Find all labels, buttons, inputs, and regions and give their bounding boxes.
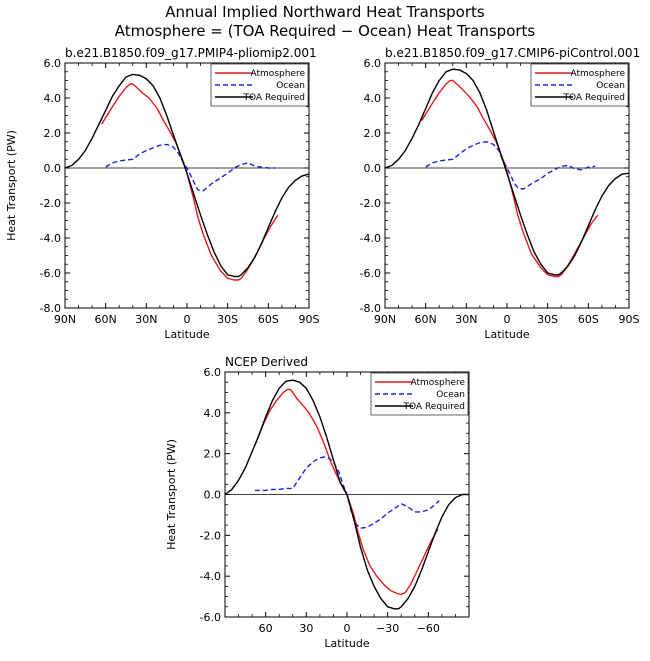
y-tick-label: 2.0 [364, 127, 382, 140]
y-tick-label: 6.0 [44, 57, 62, 70]
chart-panel-2: b.e21.B1850.f09_g17.CMIP6-piControl.0016… [360, 46, 641, 341]
legend: Atmosphere Ocean TOA Required [530, 63, 629, 107]
x-tick-label: 30N [455, 313, 477, 326]
y-axis-label: Heat Transport (PW) [165, 439, 178, 550]
x-tick-label: 0 [184, 313, 191, 326]
series-line-ocean [105, 143, 276, 192]
y-tick-label: 0.0 [364, 162, 382, 175]
panel-title: b.e21.B1850.f09_g17.CMIP6-piControl.001 [385, 46, 640, 60]
x-tick-label: −60 [417, 622, 440, 635]
x-tick-label: 30N [135, 313, 157, 326]
legend-box [530, 63, 629, 107]
panel-title: NCEP Derived [225, 355, 308, 369]
y-tick-label: -2.0 [360, 197, 381, 210]
x-tick-label: 60N [95, 313, 117, 326]
x-tick-label: 0 [344, 622, 351, 635]
series-line-atmosphere [421, 79, 599, 278]
y-tick-label: 2.0 [44, 127, 62, 140]
legend-label: TOA Required [243, 93, 306, 103]
y-tick-label: 4.0 [44, 92, 62, 105]
y-tick-label: 6.0 [204, 366, 222, 379]
legend-label: Atmosphere [411, 378, 466, 388]
x-tick-label: 90N [374, 313, 396, 326]
x-tick-label: 90N [54, 313, 76, 326]
series-line-ocean [425, 141, 596, 190]
chart-panels: b.e21.B1850.f09_g17.PMIP4-pliomip2.0016.… [5, 46, 640, 650]
x-tick-label: 30 [299, 622, 313, 635]
y-tick-label: -2.0 [40, 197, 61, 210]
legend-label: Ocean [596, 81, 625, 91]
x-tick-label: 60S [578, 313, 599, 326]
x-tick-label: 90S [619, 313, 640, 326]
chart-panel-1: b.e21.B1850.f09_g17.PMIP4-pliomip2.0016.… [5, 46, 320, 341]
series-line-toa-required [384, 68, 630, 276]
legend-label: Ocean [436, 390, 465, 400]
x-tick-label: 60 [259, 622, 273, 635]
x-tick-label: 30S [217, 313, 238, 326]
legend: Atmosphere Ocean TOA Required [370, 372, 469, 416]
series-line-toa-required [224, 379, 469, 610]
y-tick-label: 4.0 [364, 92, 382, 105]
y-tick-label: -8.0 [40, 302, 61, 315]
y-axis-label: Heat Transport (PW) [5, 130, 18, 241]
legend-label: Ocean [276, 81, 305, 91]
y-tick-label: 6.0 [364, 57, 382, 70]
y-tick-label: -6.0 [360, 267, 381, 280]
y-tick-label: -4.0 [40, 232, 61, 245]
x-tick-label: 60N [415, 313, 437, 326]
series-line-ocean [254, 456, 440, 529]
x-axis-label: Latitude [324, 637, 370, 650]
panel-title: b.e21.B1850.f09_g17.PMIP4-pliomip2.001 [65, 46, 317, 60]
y-tick-label: -4.0 [360, 232, 381, 245]
x-tick-label: 0 [504, 313, 511, 326]
x-tick-label: −30 [376, 622, 399, 635]
y-tick-label: 0.0 [204, 489, 222, 502]
y-tick-label: 0.0 [44, 162, 62, 175]
legend-label: Atmosphere [571, 69, 626, 79]
legend-label: TOA Required [403, 402, 466, 412]
figure-title-line1: Annual Implied Northward Heat Transports [165, 3, 485, 21]
x-tick-label: 60S [258, 313, 279, 326]
y-tick-label: 4.0 [204, 407, 222, 420]
y-tick-label: -4.0 [200, 570, 221, 583]
series-line-toa-required [64, 73, 310, 278]
x-tick-label: 90S [299, 313, 320, 326]
legend-label: TOA Required [563, 93, 626, 103]
y-tick-label: -2.0 [200, 529, 221, 542]
x-tick-label: 30S [537, 313, 558, 326]
legend-label: Atmosphere [251, 69, 306, 79]
y-tick-label: -6.0 [200, 611, 221, 624]
y-tick-label: -8.0 [360, 302, 381, 315]
y-tick-label: 2.0 [204, 448, 222, 461]
x-axis-label: Latitude [164, 328, 210, 341]
figure-title-line2: Atmosphere = (TOA Required − Ocean) Heat… [115, 22, 536, 40]
y-tick-label: -6.0 [40, 267, 61, 280]
x-axis-label: Latitude [484, 328, 530, 341]
legend: Atmosphere Ocean TOA Required [210, 63, 309, 107]
